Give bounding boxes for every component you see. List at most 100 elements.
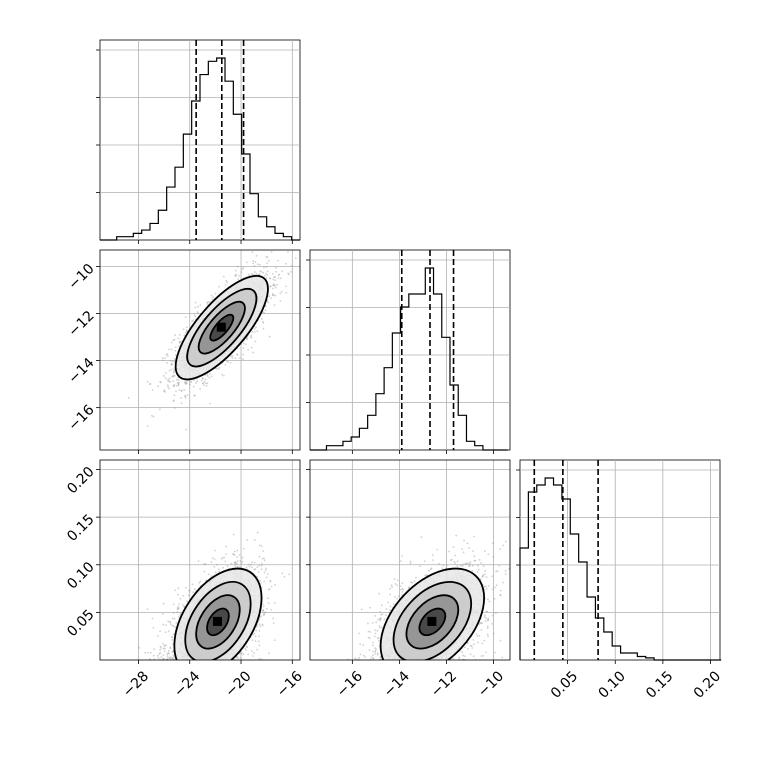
sample-point <box>229 362 232 364</box>
sample-point <box>167 386 170 388</box>
sample-point <box>270 608 273 611</box>
sample-point <box>258 555 261 558</box>
sample-point <box>251 655 254 657</box>
sample-point <box>217 568 220 571</box>
sample-point <box>275 266 277 269</box>
sample-point <box>177 383 180 386</box>
sample-point <box>242 547 245 550</box>
sample-point <box>274 279 277 281</box>
sample-point <box>161 357 164 360</box>
sample-point <box>277 273 280 276</box>
sample-point <box>151 389 154 391</box>
sample-point <box>269 285 272 288</box>
sample-point <box>221 373 223 376</box>
sample-point <box>214 549 216 552</box>
sample-point <box>253 568 256 571</box>
sample-point <box>253 652 255 654</box>
sample-point <box>224 560 227 563</box>
sample-point <box>254 340 257 343</box>
sample-point <box>213 558 216 561</box>
sample-point <box>256 624 259 627</box>
sample-point <box>283 575 286 578</box>
sample-point <box>198 581 201 584</box>
sample-point <box>159 408 161 411</box>
sample-point <box>256 566 259 568</box>
sample-point <box>194 306 197 309</box>
sample-point <box>161 613 164 616</box>
sample-point <box>162 374 165 377</box>
sample-point <box>270 297 272 300</box>
sample-point <box>209 402 211 405</box>
histogram-panel-1 <box>306 249 511 454</box>
sample-point <box>265 272 268 275</box>
sample-point <box>174 334 177 336</box>
sample-point <box>178 389 181 392</box>
sample-point <box>250 346 253 349</box>
panel-frame <box>519 459 721 661</box>
sample-point <box>273 276 276 278</box>
sample-point <box>173 370 175 373</box>
sample-point <box>193 588 196 591</box>
sample-point <box>272 622 275 625</box>
sample-point <box>172 650 174 653</box>
histogram-panel-0 <box>96 39 301 244</box>
sample-point <box>193 394 196 397</box>
sample-point <box>230 355 232 358</box>
sample-point <box>254 261 257 263</box>
sample-point <box>173 394 176 397</box>
sample-point <box>242 347 245 350</box>
sample-point <box>218 285 220 288</box>
sample-point <box>171 636 173 638</box>
sample-point <box>258 644 261 647</box>
sample-point <box>169 359 172 362</box>
sample-point <box>159 630 162 633</box>
sample-point <box>272 287 274 290</box>
sample-point <box>168 387 170 390</box>
sample-point <box>207 301 210 303</box>
sample-point <box>172 375 175 378</box>
sample-point <box>187 594 190 597</box>
sample-point <box>284 262 287 265</box>
sample-point <box>275 270 278 273</box>
sample-point <box>163 645 166 647</box>
sample-point <box>272 284 274 287</box>
sample-point <box>162 657 164 660</box>
sample-point <box>239 657 242 660</box>
sample-point <box>236 265 239 268</box>
sample-point <box>199 580 202 583</box>
sample-point <box>175 621 178 624</box>
sample-point <box>177 616 180 619</box>
sample-point <box>258 564 261 567</box>
sample-point <box>273 284 276 287</box>
sample-point <box>166 653 169 655</box>
sample-point <box>172 380 175 383</box>
sample-point <box>261 623 264 626</box>
sample-point <box>269 277 271 280</box>
sample-point <box>224 283 227 286</box>
sample-point <box>247 273 250 276</box>
sample-point <box>263 312 266 314</box>
sample-point <box>177 379 180 381</box>
sample-point <box>192 319 195 322</box>
sample-point <box>199 304 202 307</box>
sample-point <box>241 268 244 270</box>
sample-point <box>167 652 170 654</box>
sample-point <box>170 362 173 365</box>
sample-point <box>173 384 176 387</box>
sample-point <box>272 294 275 296</box>
histogram-panel-2 <box>516 459 722 664</box>
sample-point <box>252 262 255 265</box>
sample-point <box>197 560 200 563</box>
sample-point <box>196 305 199 308</box>
sample-point <box>179 613 182 616</box>
sample-point <box>267 652 270 655</box>
sample-point <box>146 425 149 428</box>
histogram-step <box>519 477 722 661</box>
density-peak <box>216 322 226 332</box>
sample-point <box>160 656 163 659</box>
sample-point <box>167 378 169 381</box>
sample-point <box>233 562 236 564</box>
sample-point <box>173 384 175 387</box>
sample-point <box>183 605 186 608</box>
sample-point <box>223 556 226 559</box>
